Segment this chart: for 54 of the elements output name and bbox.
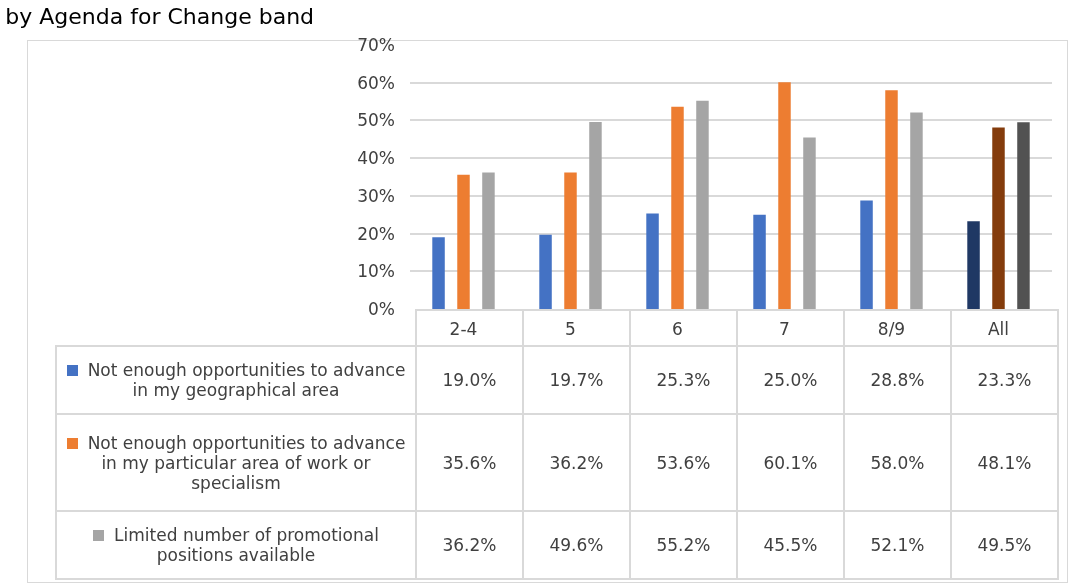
bar	[589, 121, 602, 309]
x-tick-label: 8/9	[877, 319, 906, 339]
bar	[646, 213, 659, 309]
y-tick-label: 10%	[357, 261, 395, 282]
data-label: 35.6%	[416, 414, 523, 511]
y-tick-label: 30%	[357, 185, 395, 206]
bar	[696, 100, 709, 309]
data-label: 49.6%	[523, 511, 630, 579]
bar	[910, 112, 923, 309]
data-label: 55.2%	[630, 511, 737, 579]
data-label: 45.5%	[737, 511, 844, 579]
data-label: 60.1%	[737, 414, 844, 511]
bar	[885, 90, 898, 309]
data-label: 23.3%	[951, 346, 1058, 414]
legend-label: Limited number of promotional positions available	[56, 511, 416, 579]
bar	[457, 174, 470, 309]
bar	[564, 172, 577, 309]
bar	[967, 221, 980, 309]
bar	[482, 172, 495, 309]
data-label: 28.8%	[844, 346, 951, 414]
x-tick-label: 2-4	[449, 319, 478, 339]
text: by Agenda for Change band	[5, 4, 315, 30]
bar	[992, 127, 1005, 309]
bar	[432, 237, 445, 309]
data-label: 19.0%	[416, 346, 523, 414]
y-tick-label: 50%	[357, 110, 395, 131]
bar	[803, 137, 816, 309]
x-tick-label: 5	[565, 319, 576, 339]
bar	[778, 82, 791, 309]
y-tick-label: 20%	[357, 223, 395, 244]
data-label: 49.5%	[951, 511, 1058, 579]
bar	[671, 106, 684, 309]
data-label: 52.1%	[844, 511, 951, 579]
data-label: 58.0%	[844, 414, 951, 511]
data-label: 25.3%	[630, 346, 737, 414]
y-tick-label: 70%	[357, 34, 395, 55]
bar	[1017, 122, 1030, 309]
data-label: 36.2%	[523, 414, 630, 511]
bar	[860, 200, 873, 309]
y-tick-label: 0%	[368, 298, 395, 319]
legend-label: Not enough opportunities to advance in my geographical area	[56, 346, 416, 414]
x-tick-label: 7	[779, 319, 790, 339]
y-tick-label: 60%	[357, 72, 395, 93]
data-label: 48.1%	[951, 414, 1058, 511]
x-tick-label: All	[987, 319, 1010, 339]
bar	[753, 214, 766, 309]
x-tick-label: 6	[672, 319, 683, 339]
data-label: 19.7%	[523, 346, 630, 414]
data-label: 25.0%	[737, 346, 844, 414]
legend-label: Not enough opportunities to advance in my particular area of work or specialism	[56, 414, 416, 511]
y-tick-label: 40%	[357, 148, 395, 169]
data-label: 53.6%	[630, 414, 737, 511]
data-label: 36.2%	[416, 511, 523, 579]
bar	[539, 234, 552, 309]
